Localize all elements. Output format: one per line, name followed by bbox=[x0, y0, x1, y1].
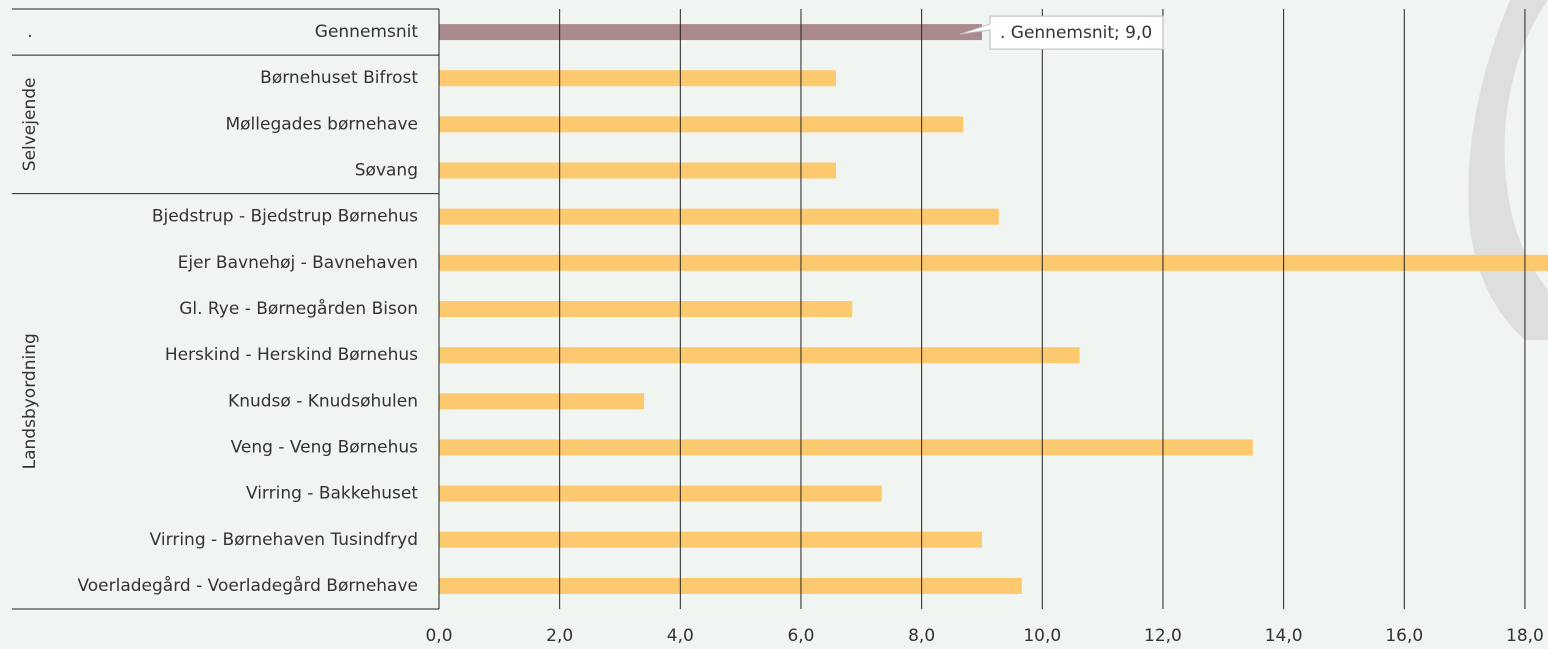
category-label: Virring - Børnehaven Tusindfryd bbox=[150, 530, 418, 550]
category-label: Herskind - Herskind Børnehus bbox=[165, 345, 418, 365]
category-label: Ejer Bavnehøj - Bavnehaven bbox=[178, 253, 418, 273]
bar bbox=[439, 439, 1253, 456]
bar bbox=[439, 347, 1080, 364]
x-tick-label: 14,0 bbox=[1265, 626, 1303, 646]
data-label-callout: . Gennemsnit; 9,0 bbox=[959, 15, 1164, 50]
bar bbox=[439, 24, 982, 41]
category-label: Veng - Veng Børnehus bbox=[231, 437, 419, 457]
x-tick-label: 10,0 bbox=[1023, 626, 1061, 646]
bar bbox=[439, 162, 836, 179]
x-tick-label: 8,0 bbox=[908, 626, 935, 646]
category-label: Møllegades børnehave bbox=[225, 114, 418, 134]
bar bbox=[439, 301, 853, 317]
group-label: Landsbyordning bbox=[20, 333, 40, 469]
category-label: Virring - Bakkehuset bbox=[246, 484, 418, 504]
bar bbox=[439, 254, 1548, 271]
bar bbox=[439, 531, 982, 548]
x-tick-label: 0,0 bbox=[425, 626, 452, 646]
x-tick-label: 18,0 bbox=[1506, 626, 1544, 646]
group-label: Selvejende bbox=[20, 78, 40, 172]
bar bbox=[439, 116, 964, 133]
bar bbox=[439, 393, 645, 410]
x-tick-label: 12,0 bbox=[1144, 626, 1182, 646]
category-label: Børnehuset Bifrost bbox=[260, 68, 418, 88]
bar bbox=[439, 208, 999, 225]
category-label: Gl. Rye - Børnegården Bison bbox=[179, 298, 418, 319]
group-label: . bbox=[27, 22, 32, 42]
callout-box bbox=[959, 15, 1164, 50]
data-label: . Gennemsnit; 9,0 bbox=[1000, 23, 1152, 43]
category-label: Gennemsnit bbox=[315, 22, 419, 42]
category-label: Knudsø - Knudsøhulen bbox=[228, 391, 418, 411]
bar bbox=[439, 577, 1022, 594]
bar bbox=[439, 485, 882, 502]
category-label: Voerladegård - Voerladegård Børnehave bbox=[77, 575, 418, 596]
bar bbox=[439, 70, 836, 87]
x-tick-label: 16,0 bbox=[1385, 626, 1423, 646]
x-tick-label: 6,0 bbox=[787, 626, 814, 646]
plot-area bbox=[439, 24, 1548, 594]
x-tick-label: 4,0 bbox=[667, 626, 694, 646]
category-label: Søvang bbox=[355, 161, 418, 181]
x-tick-label: 2,0 bbox=[546, 626, 573, 646]
category-label: Bjedstrup - Bjedstrup Børnehus bbox=[152, 207, 418, 227]
